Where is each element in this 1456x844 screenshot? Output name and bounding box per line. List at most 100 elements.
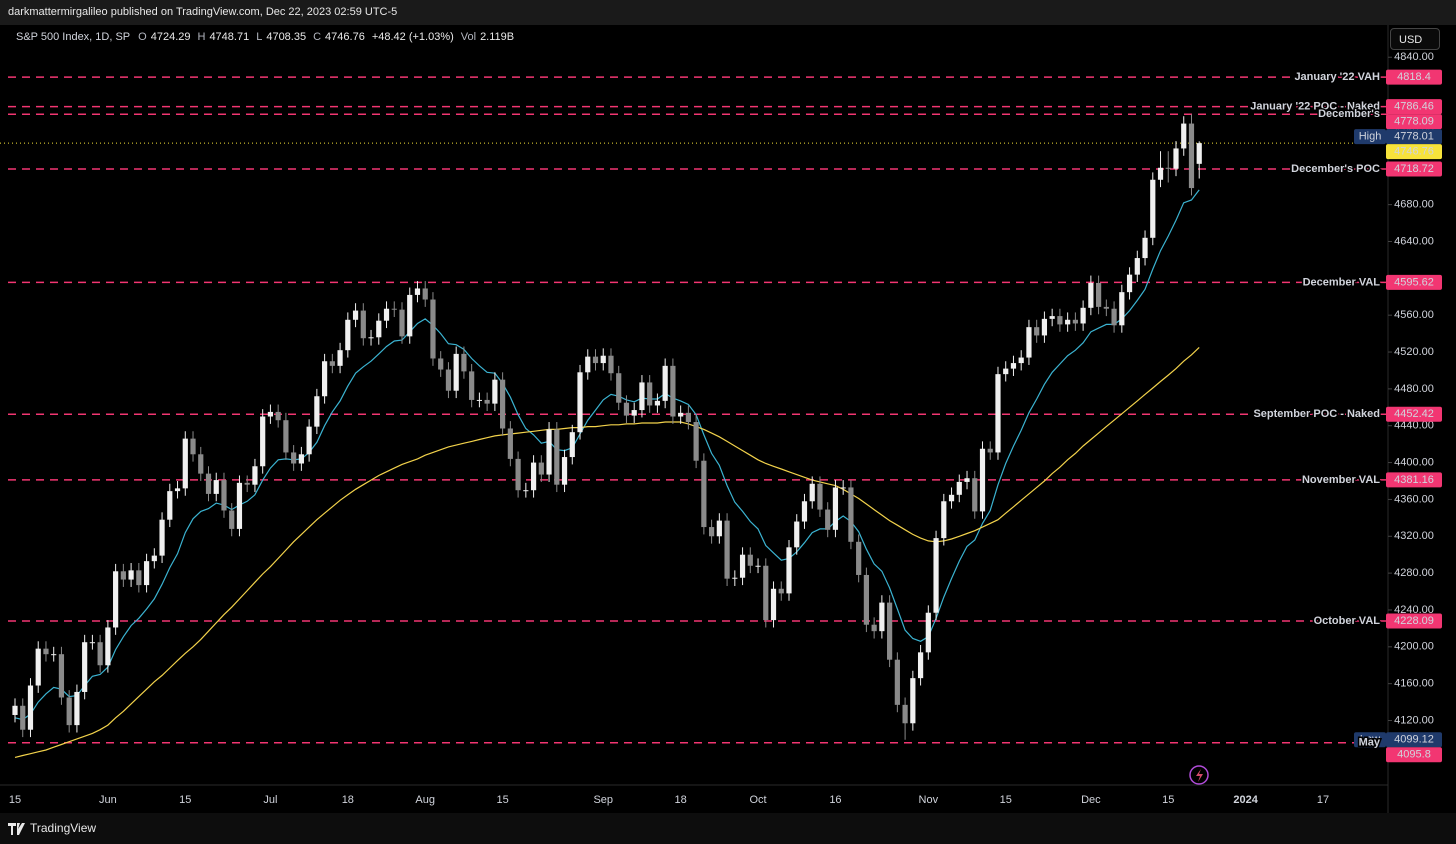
candle-body (352, 310, 359, 320)
candle-body (368, 337, 374, 339)
candle-body (1173, 148, 1179, 169)
candle-body (1088, 282, 1094, 308)
candle-body (716, 520, 722, 537)
candle-body (894, 659, 900, 705)
candle-body (871, 624, 877, 632)
candle-body (136, 570, 142, 586)
candle-body (430, 299, 436, 359)
candle-body (476, 399, 482, 401)
candle-body (1065, 319, 1071, 325)
candle-body (221, 480, 227, 511)
y-tick-label: 4680.00 (1394, 199, 1434, 211)
candle-body (964, 478, 970, 482)
candle-body (616, 373, 622, 403)
x-tick-label: Oct (749, 794, 766, 806)
candle-body (190, 438, 196, 455)
ohlc-key: H (197, 31, 206, 43)
candle-body (732, 577, 738, 579)
candle-body (283, 420, 289, 453)
candle-body (569, 432, 575, 458)
brand: TradingView (30, 821, 97, 835)
alert-icon-bolt (1196, 769, 1203, 782)
candle-body (244, 482, 250, 485)
y-tick-label: 4160.00 (1394, 678, 1434, 690)
candle-body (1134, 258, 1140, 275)
candle-body (51, 654, 57, 656)
x-tick-label: Aug (415, 794, 435, 806)
x-tick-label: 2024 (1233, 794, 1258, 806)
symbol: S&P 500 Index, 1D, SP (16, 31, 131, 43)
candle-body (414, 288, 421, 295)
candle-body (778, 588, 784, 594)
level-price-box (1386, 613, 1442, 629)
extreme-price: 4778.01 (1394, 130, 1434, 142)
candle-body (902, 704, 908, 724)
candle-body (747, 554, 753, 566)
level-price: 4452.42 (1394, 408, 1434, 420)
candle-body (685, 412, 691, 423)
candle-body (1142, 237, 1148, 259)
candle-body (832, 487, 839, 530)
x-tick-label: 15 (1162, 794, 1174, 806)
candle-body (956, 481, 962, 495)
x-tick-label: 18 (675, 794, 687, 806)
ohlc-value: 4748.71 (209, 31, 250, 43)
candle-body (995, 374, 1001, 453)
candle-body (27, 685, 34, 730)
candle-body (1126, 274, 1133, 293)
level-name: December VAL (1303, 276, 1381, 288)
candle-body (910, 678, 916, 724)
extreme-tag-box (1354, 129, 1386, 145)
level-name: November VAL (1302, 474, 1380, 486)
plot-area (0, 76, 1388, 758)
extreme-tag-box (1354, 732, 1386, 748)
candle-body (1010, 363, 1017, 369)
plot-background (0, 25, 1388, 813)
candle-body (20, 705, 26, 730)
candle-body (1034, 327, 1040, 336)
candle-body (306, 426, 312, 455)
candle-body (662, 365, 668, 401)
candle-body (345, 319, 351, 351)
candle-body (198, 454, 204, 474)
level-name: January '22 POC - Naked (1250, 100, 1380, 112)
candle-body (376, 320, 382, 338)
candle-body (105, 627, 111, 666)
x-tick-label: Jul (263, 794, 277, 806)
y-tick-label: 4520.00 (1394, 346, 1434, 358)
candle-body (887, 602, 893, 660)
candle-body (739, 554, 746, 578)
x-tick-label: 15 (179, 794, 191, 806)
ohlc-value: 4708.35 (266, 31, 307, 43)
candle-body (1049, 316, 1055, 319)
ohlc-key: C (313, 31, 322, 43)
level-price: 4595.62 (1394, 276, 1434, 288)
candle-body (399, 309, 405, 337)
candle-body (538, 462, 544, 475)
candle-body (422, 288, 428, 300)
candle-body (120, 571, 126, 580)
currency-button[interactable]: USD (1390, 28, 1440, 50)
candle-body (670, 365, 676, 417)
candle-body (554, 429, 560, 485)
x-tick-label: 16 (829, 794, 841, 806)
x-tick-label: 15 (1000, 794, 1012, 806)
candle-body (1080, 307, 1086, 324)
x-tick-label: 15 (9, 794, 21, 806)
level-price: 4786.46 (1394, 100, 1434, 112)
y-tick-label: 4320.00 (1394, 530, 1434, 542)
candle-body (113, 571, 119, 628)
level-name: September POC - Naked (1253, 408, 1380, 420)
volume-key: Vol (460, 31, 477, 43)
candle-body (1165, 167, 1171, 169)
candle-body (314, 396, 320, 427)
publish-bar: darkmattermirgalileo published on Tradin… (0, 0, 1456, 25)
level-price: 4718.72 (1394, 163, 1434, 175)
level-name: January '22 VAH (1294, 71, 1380, 83)
candle-body (925, 612, 931, 653)
volume-value: 2.119B (480, 31, 515, 43)
y-tick-label: 4280.00 (1394, 567, 1434, 579)
alert-icon[interactable] (1189, 765, 1209, 785)
x-tick-label: 18 (342, 794, 354, 806)
y-tick-label: 4560.00 (1394, 309, 1434, 321)
